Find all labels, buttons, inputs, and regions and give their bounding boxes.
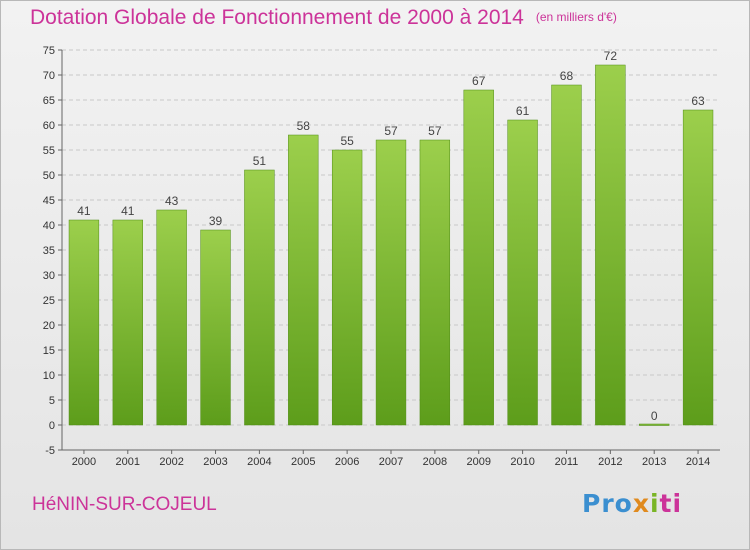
y-tick-label: 35 bbox=[43, 245, 55, 257]
y-tick-label: 45 bbox=[43, 195, 55, 207]
y-tick-label: 70 bbox=[43, 70, 55, 82]
chart-unit-note: (en milliers d'€) bbox=[535, 10, 617, 24]
proxiti-logo: Proxiti bbox=[582, 489, 682, 518]
value-label: 55 bbox=[340, 134, 354, 148]
bar bbox=[68, 219, 100, 426]
bar bbox=[551, 84, 582, 426]
x-axis: 2000 2001 2002 2003 2004 2005 2006 2007 2008 2009… bbox=[62, 449, 720, 468]
x-tick-label: 2009 bbox=[466, 456, 490, 468]
value-label: 39 bbox=[209, 214, 223, 228]
y-tick-label: 65 bbox=[43, 95, 55, 107]
x-tick-label: 2001 bbox=[116, 456, 140, 468]
y-tick-label: 50 bbox=[43, 170, 55, 182]
value-label: 57 bbox=[428, 124, 442, 138]
value-label: 41 bbox=[121, 204, 135, 218]
value-label: 43 bbox=[165, 194, 179, 208]
y-tick-label: 20 bbox=[43, 320, 55, 332]
chart-title-text: Dotation Globale de Fonctionnement de 20… bbox=[30, 6, 524, 29]
y-tick-label: 0 bbox=[49, 420, 55, 432]
bar bbox=[331, 149, 363, 426]
bar bbox=[244, 169, 275, 426]
y-tick-label: -5 bbox=[45, 445, 55, 457]
value-label: 0 bbox=[651, 409, 658, 423]
bar bbox=[507, 119, 538, 426]
bar bbox=[375, 139, 407, 426]
x-tick-label: 2013 bbox=[642, 456, 666, 468]
y-tick-label: 55 bbox=[43, 145, 55, 157]
value-label: 68 bbox=[560, 69, 574, 83]
y-tick-label: 30 bbox=[43, 270, 55, 282]
x-tick-label: 2012 bbox=[598, 456, 622, 468]
x-tick-label: 2004 bbox=[247, 456, 271, 468]
logo-part: i bbox=[649, 489, 660, 518]
y-tick-label: 10 bbox=[43, 370, 55, 382]
logo-part: ti bbox=[659, 489, 683, 518]
x-tick-label: 2005 bbox=[291, 456, 315, 468]
x-tick-label: 2014 bbox=[686, 456, 710, 468]
y-tick-label: 60 bbox=[43, 120, 55, 132]
bar bbox=[419, 139, 451, 426]
bar bbox=[682, 109, 714, 426]
bar bbox=[200, 229, 231, 426]
bar bbox=[156, 209, 187, 426]
y-axis: -5 0 5 10 15 20 25 30 35 40 45 50 55 60 65 70 75 bbox=[43, 45, 63, 457]
x-tick-label: 2011 bbox=[555, 456, 579, 468]
x-tick-label: 2006 bbox=[335, 456, 359, 468]
value-label: 63 bbox=[691, 94, 705, 108]
bar bbox=[288, 134, 319, 426]
bar bbox=[595, 64, 626, 426]
y-tick-label: 75 bbox=[43, 45, 55, 57]
value-labels: 41 41 43 39 51 58 55 57 57 67 61 68 72 0 63 bbox=[77, 49, 705, 423]
value-label: 57 bbox=[384, 124, 398, 138]
x-tick-label: 2008 bbox=[423, 456, 447, 468]
bars bbox=[68, 64, 714, 426]
x-tick-label: 2000 bbox=[72, 456, 96, 468]
x-tick-label: 2002 bbox=[159, 456, 183, 468]
x-tick-label: 2007 bbox=[379, 456, 403, 468]
value-label: 51 bbox=[253, 154, 267, 168]
value-label: 58 bbox=[297, 119, 311, 133]
bar bbox=[112, 219, 143, 426]
y-tick-label: 5 bbox=[49, 395, 55, 407]
y-tick-label: 15 bbox=[43, 345, 55, 357]
logo-part: x bbox=[632, 489, 650, 518]
value-label: 61 bbox=[516, 104, 530, 118]
y-tick-label: 40 bbox=[43, 220, 55, 232]
y-tick-label: 25 bbox=[43, 295, 55, 307]
logo-part: Pro bbox=[582, 489, 633, 518]
value-label: 72 bbox=[604, 49, 618, 63]
commune-name: HéNIN-SUR-COJEUL bbox=[32, 494, 217, 515]
value-label: 67 bbox=[472, 74, 486, 88]
x-tick-label: 2010 bbox=[510, 456, 534, 468]
value-label: 41 bbox=[77, 204, 91, 218]
chart-title: Dotation Globale de Fonctionnement de 20… bbox=[30, 6, 617, 30]
bar bbox=[639, 423, 670, 426]
x-tick-label: 2003 bbox=[203, 456, 227, 468]
bar bbox=[463, 89, 494, 426]
